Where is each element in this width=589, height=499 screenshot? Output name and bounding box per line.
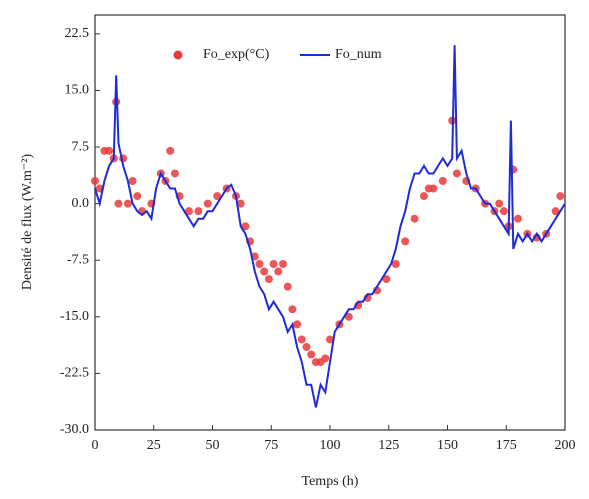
y-tick-label: -30.0 xyxy=(60,422,89,437)
data-point xyxy=(133,192,142,201)
data-point xyxy=(114,199,123,208)
data-point xyxy=(288,305,297,314)
data-point xyxy=(514,214,522,223)
data-point xyxy=(326,335,334,344)
data-point xyxy=(203,199,212,208)
data-point xyxy=(438,177,447,185)
x-tick-label: 0 xyxy=(92,438,99,453)
data-point xyxy=(391,260,400,268)
legend-label: Fo_num xyxy=(335,47,382,62)
data-point xyxy=(123,199,132,208)
data-point xyxy=(264,275,273,284)
data-point xyxy=(452,169,461,178)
data-point xyxy=(283,282,292,291)
data-point xyxy=(241,222,250,231)
data-point xyxy=(128,177,137,185)
data-point xyxy=(91,177,99,185)
y-tick-label: 7.5 xyxy=(72,139,90,154)
data-point xyxy=(410,214,419,223)
data-point xyxy=(551,207,560,216)
x-tick-label: 50 xyxy=(206,438,220,453)
data-point xyxy=(401,237,410,246)
y-axis-label: Densité de flux (W.m⁻²) xyxy=(20,154,35,291)
x-tick-label: 175 xyxy=(496,438,517,453)
legend-marker xyxy=(173,50,183,60)
x-tick-label: 75 xyxy=(264,438,278,453)
data-point xyxy=(236,199,245,208)
data-point xyxy=(105,146,114,155)
data-point xyxy=(260,267,269,276)
data-point xyxy=(269,260,278,268)
data-point xyxy=(170,169,179,178)
data-point xyxy=(213,192,222,201)
data-point xyxy=(274,267,283,276)
data-point xyxy=(495,199,504,208)
data-point xyxy=(307,350,316,359)
x-tick-label: 200 xyxy=(555,438,576,453)
x-tick-label: 125 xyxy=(378,438,399,453)
data-point xyxy=(499,207,508,216)
data-point xyxy=(429,184,438,193)
data-point xyxy=(321,354,330,363)
data-point xyxy=(279,260,287,268)
data-point xyxy=(185,207,193,216)
y-tick-label: -15.0 xyxy=(60,309,89,324)
y-tick-label: -7.5 xyxy=(67,252,89,267)
y-tick-label: -22.5 xyxy=(60,366,89,381)
x-axis-label: Temps (h) xyxy=(302,474,359,489)
data-point xyxy=(255,260,264,268)
data-line xyxy=(94,45,566,408)
y-tick-label: 15.0 xyxy=(65,83,90,98)
data-point xyxy=(420,192,428,201)
data-point xyxy=(556,192,565,201)
x-tick-label: 25 xyxy=(147,438,161,453)
data-point xyxy=(166,146,175,155)
x-tick-label: 150 xyxy=(437,438,458,453)
data-point xyxy=(293,320,302,329)
y-tick-label: 0.0 xyxy=(72,196,90,211)
legend-label: Fo_exp(°C) xyxy=(203,47,270,62)
y-tick-label: 22.5 xyxy=(65,26,90,41)
data-point xyxy=(194,207,203,216)
data-point xyxy=(344,312,353,321)
x-tick-label: 100 xyxy=(320,438,341,453)
data-point xyxy=(302,343,311,351)
data-point xyxy=(382,275,391,284)
data-point xyxy=(297,335,306,344)
